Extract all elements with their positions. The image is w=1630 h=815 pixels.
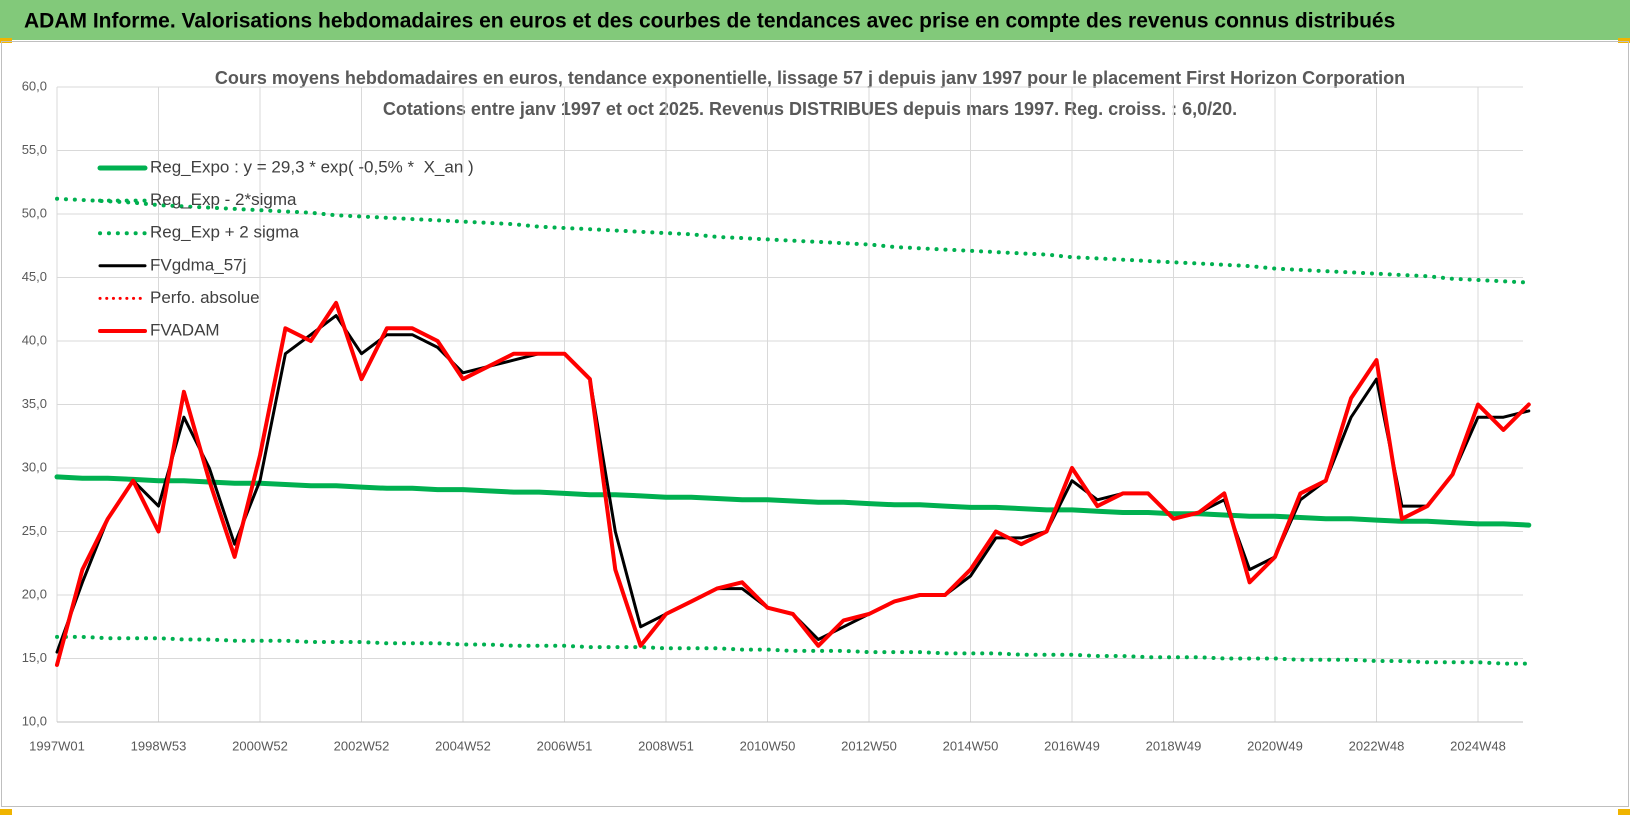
series-line — [55, 634, 1531, 666]
x-tick-label: 2004W52 — [435, 738, 491, 753]
legend-label: Reg_Exp + 2 sigma — [150, 223, 299, 242]
y-tick-label: 35,0 — [22, 396, 47, 411]
corner-mark — [0, 809, 12, 815]
legend-label: Reg_Expo : y = 29,3 * exp( -0,5% * X_an … — [150, 157, 474, 176]
y-tick-label: 10,0 — [22, 713, 47, 728]
legend-label: FVgdma_57j — [150, 255, 246, 274]
header-bar — [0, 0, 1630, 40]
y-tick-label: 30,0 — [22, 459, 47, 474]
chart-subtitle: Cotations entre janv 1997 et oct 2025. R… — [383, 99, 1237, 119]
legend-label: FVADAM — [150, 320, 220, 339]
y-tick-label: 40,0 — [22, 332, 47, 347]
plot — [54, 196, 1532, 667]
y-tick-label: 55,0 — [22, 142, 47, 157]
x-tick-label: 2000W52 — [232, 738, 288, 753]
series-line — [55, 300, 1531, 667]
legend: Reg_Expo : y = 29,3 * exp( -0,5% * X_an … — [97, 157, 474, 339]
y-tick-label: 15,0 — [22, 650, 47, 665]
x-tick-label: 2010W50 — [740, 738, 796, 753]
legend-label: Perfo. absolue — [150, 288, 260, 307]
grid: 10,0 15,0 20,0 25,0 30,0 35,0 40,0 45,0 50,0 55,0… — [22, 78, 1523, 753]
y-tick-label: 25,0 — [22, 523, 47, 538]
x-tick-label: 2018W49 — [1146, 738, 1202, 753]
x-tick-label: 2008W51 — [638, 738, 694, 753]
x-tick-label: 2002W52 — [334, 738, 390, 753]
y-tick-label: 60,0 — [22, 78, 47, 93]
x-tick-label: 2006W51 — [537, 738, 593, 753]
x-tick-label: 2014W50 — [943, 738, 999, 753]
header-title: ADAM Informe. Valorisations hebdomadaire… — [24, 10, 1395, 33]
y-tick-label: 50,0 — [22, 205, 47, 220]
x-tick-label: 2020W49 — [1247, 738, 1303, 753]
corner-mark — [0, 38, 12, 43]
chart-title: Cours moyens hebdomadaires en euros, ten… — [215, 68, 1405, 88]
legend-label: Reg_Exp - 2*sigma — [150, 190, 297, 209]
x-tick-label: 2016W49 — [1044, 738, 1100, 753]
x-tick-label: 2024W48 — [1450, 738, 1506, 753]
y-tick-label: 45,0 — [22, 269, 47, 284]
x-tick-label: 2022W48 — [1349, 738, 1405, 753]
corner-mark — [1618, 809, 1630, 815]
x-tick-label: 1998W53 — [131, 738, 187, 753]
corner-mark — [1618, 38, 1630, 43]
frame — [1, 41, 1629, 807]
series-line — [54, 474, 1532, 528]
x-tick-label: 1997W01 — [29, 738, 85, 753]
series-line — [55, 196, 1531, 285]
y-tick-label: 20,0 — [22, 586, 47, 601]
x-tick-label: 2012W50 — [841, 738, 897, 753]
